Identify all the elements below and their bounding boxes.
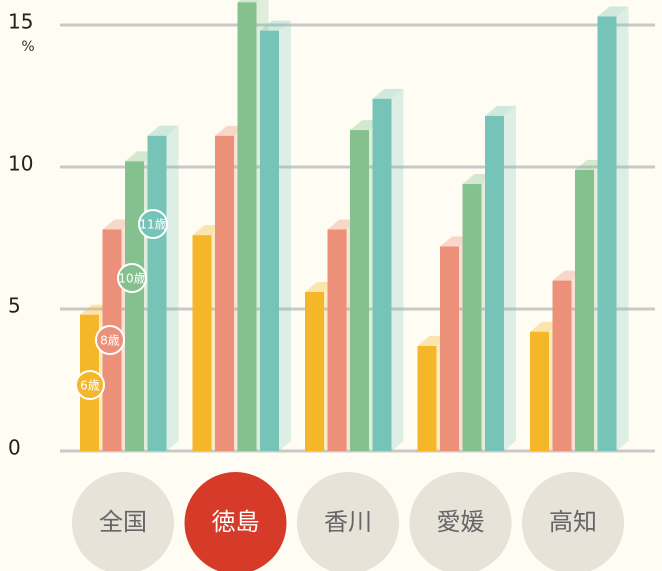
y-tick-label: 5 xyxy=(8,294,21,318)
bar-top xyxy=(485,105,516,116)
y-tick-label: 15 xyxy=(8,10,33,34)
bar-side xyxy=(279,20,291,452)
bar xyxy=(575,169,594,451)
category-button[interactable] xyxy=(184,472,287,571)
bar xyxy=(237,2,257,452)
bar-side xyxy=(616,6,629,451)
bar xyxy=(417,345,437,451)
legend-marker xyxy=(75,370,105,400)
bar xyxy=(372,98,392,451)
legend-label: 6歳 xyxy=(80,379,100,393)
legend-label: 11歳 xyxy=(139,218,166,232)
bar xyxy=(462,184,482,452)
category-button[interactable] xyxy=(522,472,624,571)
bar xyxy=(215,135,234,451)
category-label[interactable]: 全国 xyxy=(99,508,147,536)
bar-top xyxy=(237,0,260,3)
bar xyxy=(192,235,212,451)
bar xyxy=(327,229,347,451)
legend-marker xyxy=(117,263,147,293)
category-label[interactable]: 徳島 xyxy=(212,508,260,536)
bar-top xyxy=(597,6,629,17)
bar xyxy=(147,135,167,451)
bar-side xyxy=(391,88,404,451)
bar xyxy=(305,291,324,451)
legend-marker xyxy=(138,209,168,239)
unit-label: % xyxy=(21,39,34,55)
y-tick-label: 0 xyxy=(8,436,21,460)
bar-side xyxy=(504,105,516,451)
category-button[interactable] xyxy=(297,472,399,571)
category-label[interactable]: 愛媛 xyxy=(437,508,485,536)
bar-top xyxy=(147,125,179,136)
bar xyxy=(125,161,144,451)
legend-marker xyxy=(95,325,125,355)
bar-top xyxy=(260,20,291,31)
bar-top xyxy=(372,88,404,99)
bar xyxy=(530,331,549,451)
bar xyxy=(260,30,279,452)
bar xyxy=(552,280,572,451)
category-button[interactable] xyxy=(409,472,512,571)
bar xyxy=(440,246,459,451)
bar xyxy=(350,130,369,451)
legend-label: 10歳 xyxy=(118,272,145,286)
bar xyxy=(597,16,617,451)
y-tick-label: 10 xyxy=(8,152,33,176)
category-label[interactable]: 高知 xyxy=(549,508,597,536)
category-button[interactable] xyxy=(72,472,174,571)
legend-label: 8歳 xyxy=(100,334,120,348)
category-label[interactable]: 香川 xyxy=(324,508,372,536)
bar-side xyxy=(166,125,179,451)
bar xyxy=(485,115,504,451)
